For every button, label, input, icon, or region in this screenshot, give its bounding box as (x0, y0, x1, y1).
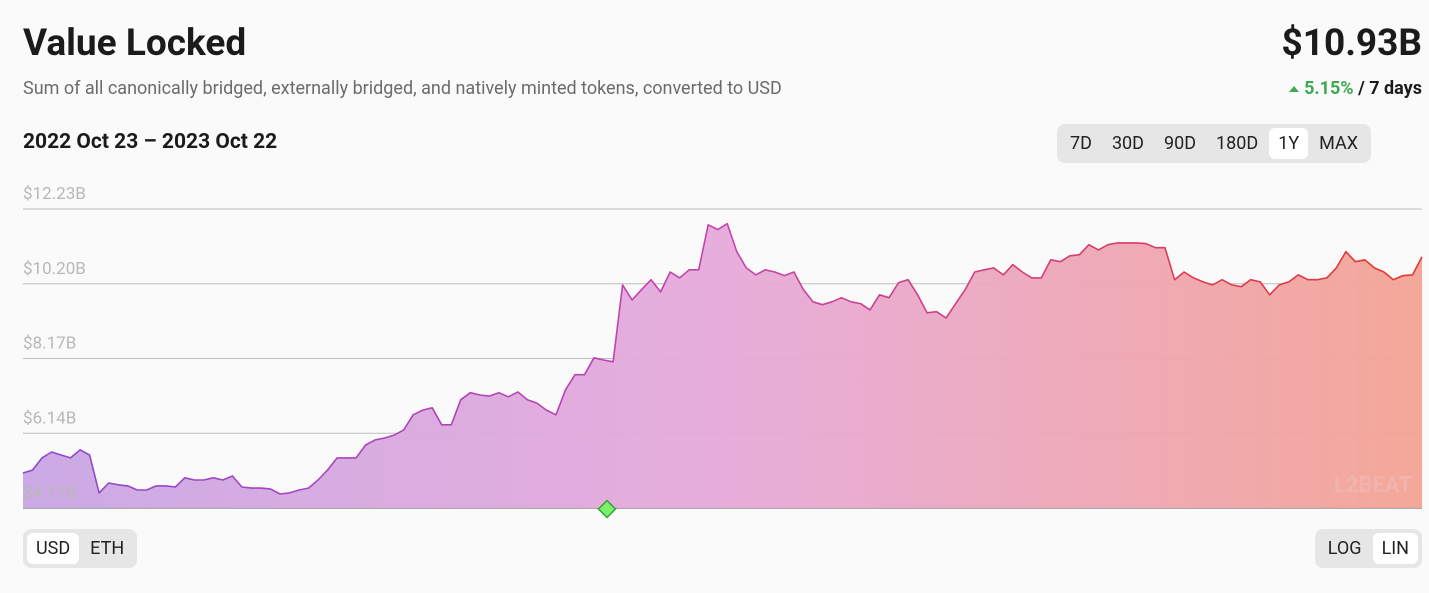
button[interactable]: LOG (1327, 538, 1362, 559)
area (23, 223, 1422, 508)
y-tick-label: $8.17B (23, 334, 76, 354)
y-tick-label: $12.23B (23, 184, 86, 204)
watermark: L2BEAT (1334, 473, 1412, 498)
y-tick-label: $6.14B (23, 408, 76, 428)
y-tick-label: $10.20B (23, 259, 86, 279)
button[interactable]: 90D (1163, 133, 1197, 154)
button[interactable]: 1Y (1269, 128, 1309, 159)
title: Value Locked (23, 22, 247, 65)
button[interactable]: MAX (1319, 133, 1359, 154)
subtitle: Sum of all canonically bridged, external… (23, 78, 782, 99)
up-arrow (1289, 86, 1300, 92)
button[interactable]: LIN (1372, 533, 1418, 564)
y-tick-label: $4.11B (23, 483, 76, 503)
line (22, 222, 1423, 495)
change: 5.15% / 7 days (1288, 78, 1422, 99)
total-value: $10.93B (1281, 22, 1422, 65)
change-period: / 7 days (1358, 78, 1422, 99)
button[interactable]: 30D (1111, 133, 1144, 154)
button[interactable]: ETH (90, 538, 125, 559)
button[interactable]: 7D (1070, 133, 1092, 154)
marker (597, 499, 617, 519)
time-range-buttons: 7D 30D 90D 180D 1Y MAX (1057, 124, 1372, 163)
date-range: 2022 Oct 23 – 2023 Oct 22 (23, 130, 278, 154)
unit-buttons: USD ETH (23, 529, 138, 568)
change-percent: 5.15% (1304, 78, 1354, 99)
scale-buttons: LOG LIN (1314, 529, 1422, 568)
button[interactable]: USD (27, 533, 80, 564)
button[interactable]: 180D (1216, 133, 1259, 154)
